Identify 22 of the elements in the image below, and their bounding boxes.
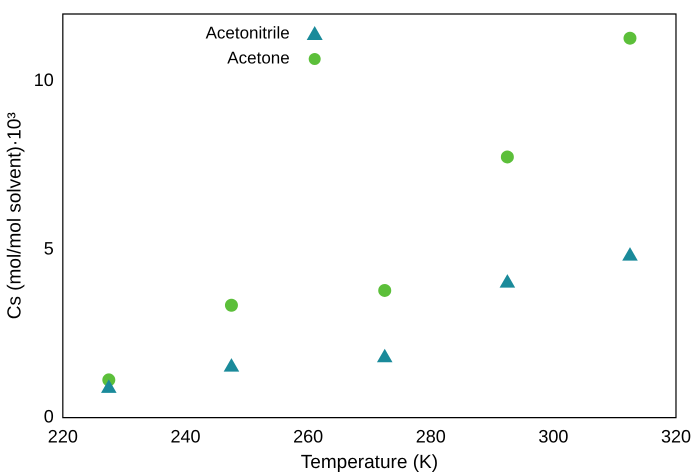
x-tick-label: 320 (660, 426, 692, 446)
point (377, 349, 392, 362)
x-tick-label: 240 (170, 426, 200, 446)
point (224, 298, 238, 312)
legend-label: Acetone (227, 48, 290, 68)
legend-label: Acetonitrile (206, 24, 290, 43)
point (224, 358, 239, 372)
y-axis-title: Cs (mol/mol solvent)·10³ (4, 112, 26, 320)
y-tick-label: 10 (34, 70, 54, 90)
point (500, 150, 514, 164)
point (378, 284, 392, 297)
y-tick-label: 0 (44, 406, 54, 427)
x-tick-label: 260 (293, 426, 324, 446)
x-axis-title: Temperature (K) (300, 452, 438, 473)
point (622, 248, 638, 261)
point (101, 380, 116, 393)
x-tick-label: 220 (48, 426, 78, 446)
point (500, 274, 515, 288)
point (623, 32, 636, 45)
x-tick-label: 280 (416, 426, 446, 446)
x-tick-label: 300 (538, 426, 568, 446)
y-tick-label: 5 (44, 238, 54, 258)
